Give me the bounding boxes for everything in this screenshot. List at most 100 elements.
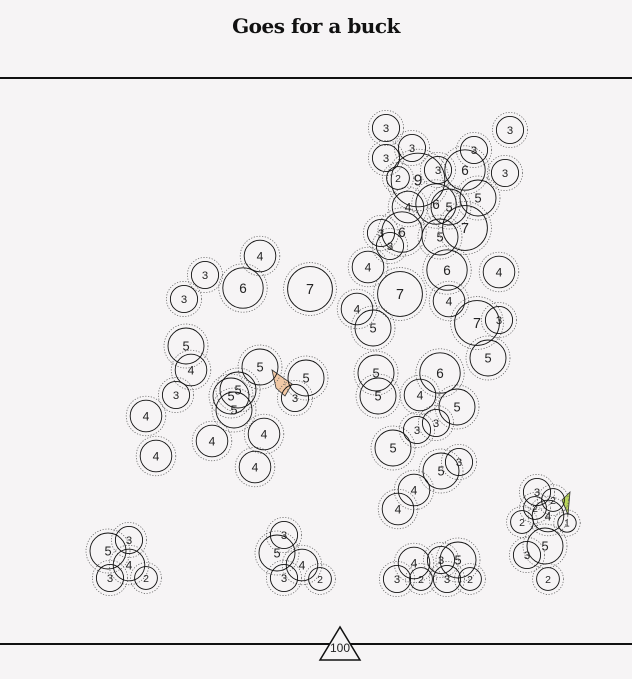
- bubble-label: 5: [256, 360, 263, 375]
- bubble-halo: [519, 474, 555, 510]
- bubble[interactable]: 4: [195, 424, 229, 458]
- bubble[interactable]: 5: [219, 371, 257, 409]
- bubble[interactable]: 5: [422, 452, 460, 490]
- bubble-label: 6: [461, 163, 469, 178]
- bubble[interactable]: 4: [139, 439, 173, 473]
- bubble[interactable]: 5: [430, 188, 468, 226]
- bubble[interactable]: 3: [522, 477, 552, 507]
- bubble[interactable]: 4: [243, 239, 277, 273]
- bubble[interactable]: 5: [258, 534, 296, 572]
- bubble-circle: [426, 545, 456, 575]
- bubble[interactable]: 3: [421, 408, 451, 438]
- bubble[interactable]: 3: [280, 383, 310, 413]
- bubble[interactable]: 3: [269, 563, 299, 593]
- bubble[interactable]: 4: [397, 546, 431, 580]
- bubble[interactable]: 3: [432, 564, 462, 594]
- bubble[interactable]: 2: [536, 567, 560, 591]
- bubble[interactable]: 2: [308, 567, 332, 591]
- bubble[interactable]: 3: [423, 155, 453, 185]
- bubble[interactable]: 5: [167, 327, 205, 365]
- bubble[interactable]: 3: [402, 415, 432, 445]
- bubble[interactable]: 4: [247, 417, 281, 451]
- bubble[interactable]: 3: [190, 260, 220, 290]
- bubble[interactable]: 2: [523, 496, 547, 520]
- bubble[interactable]: 3: [371, 113, 401, 143]
- bubble[interactable]: 4: [482, 255, 516, 289]
- bubble-halo: [438, 201, 492, 255]
- bubble[interactable]: 3: [397, 133, 427, 163]
- bubble[interactable]: 5: [359, 377, 397, 415]
- bubble[interactable]: 4: [129, 399, 163, 433]
- bubble[interactable]: 4: [174, 353, 208, 387]
- bubble-circle: [397, 133, 427, 163]
- bubble[interactable]: 4: [351, 250, 385, 284]
- bubble-halo: [211, 387, 257, 433]
- bubble[interactable]: 3: [444, 447, 474, 477]
- bubble[interactable]: 5: [374, 429, 412, 467]
- bubble[interactable]: 5: [439, 541, 477, 579]
- bubble-halo: [336, 288, 378, 330]
- bubble[interactable]: 2: [458, 567, 482, 591]
- bubble[interactable]: 3: [426, 545, 456, 575]
- bubble[interactable]: 7: [442, 205, 488, 251]
- bubble[interactable]: 6: [415, 183, 457, 225]
- bubble[interactable]: 3: [371, 143, 401, 173]
- bubble[interactable]: 3: [95, 563, 125, 593]
- bubble[interactable]: 3: [375, 231, 405, 261]
- bubble[interactable]: 5: [212, 377, 250, 415]
- bubble[interactable]: 2: [386, 166, 410, 190]
- bubble[interactable]: 5: [89, 532, 127, 570]
- bubble[interactable]: 5: [526, 527, 564, 565]
- bubble-circle: [374, 429, 412, 467]
- bubble-circle: [238, 450, 272, 484]
- bubble[interactable]: 3: [161, 380, 191, 410]
- bubble[interactable]: 6: [426, 249, 468, 291]
- bubble-label: 3: [394, 574, 400, 586]
- bubble-label: 5: [374, 389, 381, 404]
- bubble-halo: [387, 186, 429, 228]
- bubble-label: 4: [446, 294, 453, 308]
- bubble-circle: [134, 566, 158, 590]
- bubble[interactable]: 4: [403, 378, 437, 412]
- bubble[interactable]: 4: [381, 492, 415, 526]
- bubble-halo: [537, 484, 569, 516]
- bubble[interactable]: 3: [490, 158, 520, 188]
- bubble[interactable]: 4: [397, 473, 431, 507]
- bubble[interactable]: 2: [134, 566, 158, 590]
- bubble[interactable]: 3: [169, 284, 199, 314]
- bubble-halo: [135, 435, 177, 477]
- bubble[interactable]: 5: [459, 179, 497, 217]
- bubble[interactable]: 4: [432, 284, 466, 318]
- bubble[interactable]: 9: [390, 152, 446, 208]
- bubble[interactable]: 5: [421, 218, 459, 256]
- bubble[interactable]: 2: [510, 510, 534, 534]
- bubble[interactable]: 4: [340, 292, 374, 326]
- bubble[interactable]: 1: [557, 513, 577, 533]
- bubble[interactable]: 3: [495, 115, 525, 145]
- bubble[interactable]: 5: [354, 309, 392, 347]
- bubble[interactable]: 5: [287, 359, 325, 397]
- bubble[interactable]: 2: [541, 488, 565, 512]
- bubble[interactable]: 3: [114, 525, 144, 555]
- bubble-circle: [541, 488, 565, 512]
- bubble[interactable]: 2: [409, 567, 433, 591]
- bubble[interactable]: 3: [484, 305, 514, 335]
- bubble[interactable]: 5: [241, 348, 279, 386]
- bubble[interactable]: 3: [382, 564, 412, 594]
- bubble[interactable]: 6: [222, 267, 264, 309]
- bubble[interactable]: 6: [444, 149, 486, 191]
- bubble[interactable]: 5: [438, 388, 476, 426]
- bubble-circle: [442, 205, 488, 251]
- bubble[interactable]: 7: [377, 271, 423, 317]
- bubble[interactable]: 5: [215, 391, 253, 429]
- bubble[interactable]: 3: [512, 540, 542, 570]
- bubble[interactable]: 5: [357, 354, 395, 392]
- bubble[interactable]: 6: [419, 352, 461, 394]
- bubble-circle: [371, 113, 401, 143]
- bubble-label: 3: [281, 573, 287, 585]
- bubble[interactable]: 7: [454, 300, 500, 346]
- bubble[interactable]: 5: [469, 339, 507, 377]
- bubble[interactable]: 7: [287, 266, 333, 312]
- bubble[interactable]: 4: [391, 190, 425, 224]
- bubble[interactable]: 4: [238, 450, 272, 484]
